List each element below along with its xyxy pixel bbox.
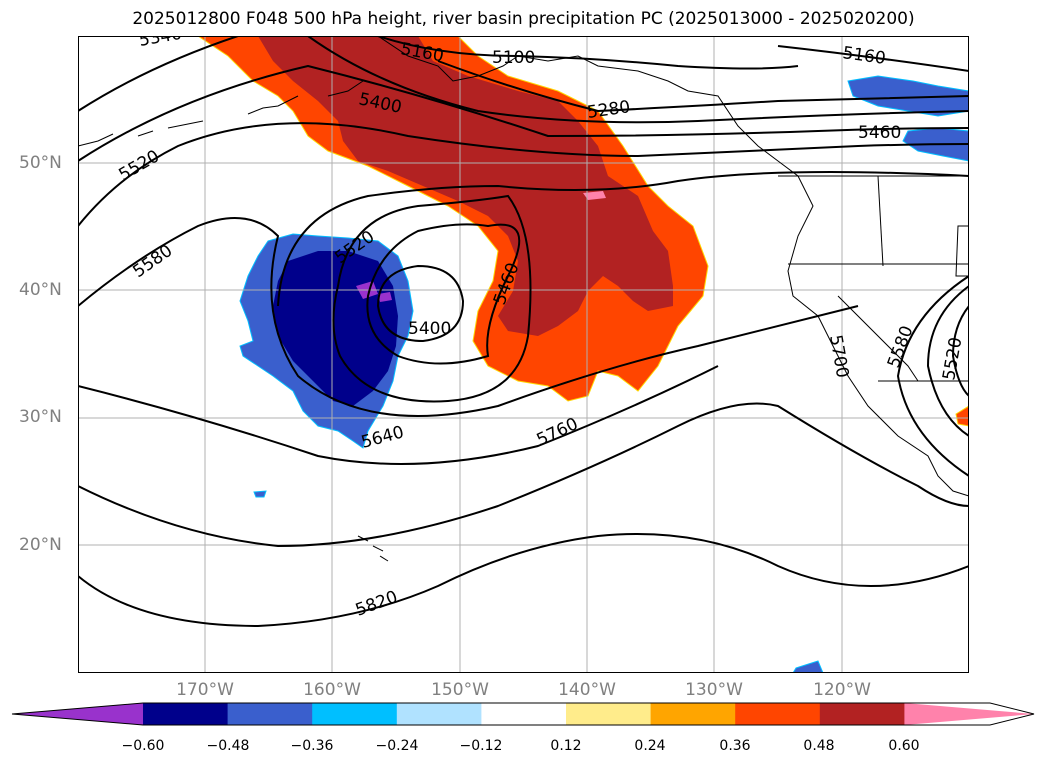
positive-anomaly-east [955,405,969,427]
contour-5280 [437,60,969,113]
colorbar-outline [11,702,1035,726]
negative-anomaly-ne [847,75,969,117]
height-contours [78,36,969,628]
colorbar-tick: 0.36 [719,738,751,754]
lat-label: 20°N [19,535,62,555]
colorbar-extend-min [12,703,143,725]
colorbar-cell [735,703,821,725]
colorbar-tick: 0.60 [888,738,920,754]
colorbar-cell [312,703,398,725]
contour-5400-north [307,36,969,124]
contour-5460 [78,64,969,162]
contour-east-5580 [926,285,969,437]
colorbar-cell [227,703,313,725]
contour-east-5700 [896,275,969,477]
lon-label: 120°W [813,680,871,700]
map-frame [78,36,969,673]
colorbar-tick: −0.24 [375,738,419,754]
colorbar-tick: 0.24 [634,738,666,754]
contour-5820 [78,533,969,628]
contour-east-5520 [951,305,969,397]
contour-label: 5460 [858,123,901,143]
contour-5160 [777,45,969,72]
colorbar-tick: −0.12 [459,738,503,754]
contour-5520-n [78,122,969,227]
colorbar-cell [396,703,482,725]
lat-label: 30°N [19,407,62,427]
negative-anomaly-dot [253,490,267,498]
lon-label: 140°W [558,680,616,700]
colorbar-cell [481,703,567,725]
map-title: 2025012800 F048 500 hPa height, river ba… [132,9,915,29]
contour-5580-w [78,217,859,417]
lon-label: 150°W [431,680,489,700]
contour-label: 5400 [408,319,451,339]
lat-label: 40°N [19,280,62,300]
colorbar-tick: 0.48 [803,738,835,754]
colorbar-extend-max [904,703,1034,725]
lon-label: 160°W [303,680,361,700]
lon-label: 170°W [176,680,234,700]
contour-low-5400 [376,264,465,343]
positive-anomaly-pink [583,191,606,200]
contour-5640 [78,365,719,465]
negative-anomaly-purple-2 [378,292,392,302]
contour-5100 [377,36,799,70]
colorbar [11,702,1035,726]
negative-anomaly-south [792,660,824,673]
colorbar-cell [566,703,652,725]
gridlines [78,36,969,673]
colorbar-cell [143,703,229,725]
colorbar-tick: −0.48 [206,738,250,754]
contour-label: 5100 [492,48,535,68]
contour-low-5520 [332,194,532,403]
contour-low-5460 [366,223,521,365]
colorbar-cell [650,703,736,725]
lat-label: 50°N [19,153,62,173]
colorbar-tick: −0.36 [290,738,334,754]
colorbar-tick: 0.12 [550,738,582,754]
lon-label: 130°W [685,680,743,700]
contour-5760 [78,402,969,548]
map-panel: 5340 5160 5100 5160 5400 5280 5460 5520 … [78,36,969,673]
contour-5340 [78,36,239,112]
colorbar-cells [12,703,1034,725]
contour-low-5580 [277,171,969,307]
coastlines [78,36,969,562]
colorbar-cell [819,703,905,725]
colorbar-tick: −0.60 [121,738,165,754]
